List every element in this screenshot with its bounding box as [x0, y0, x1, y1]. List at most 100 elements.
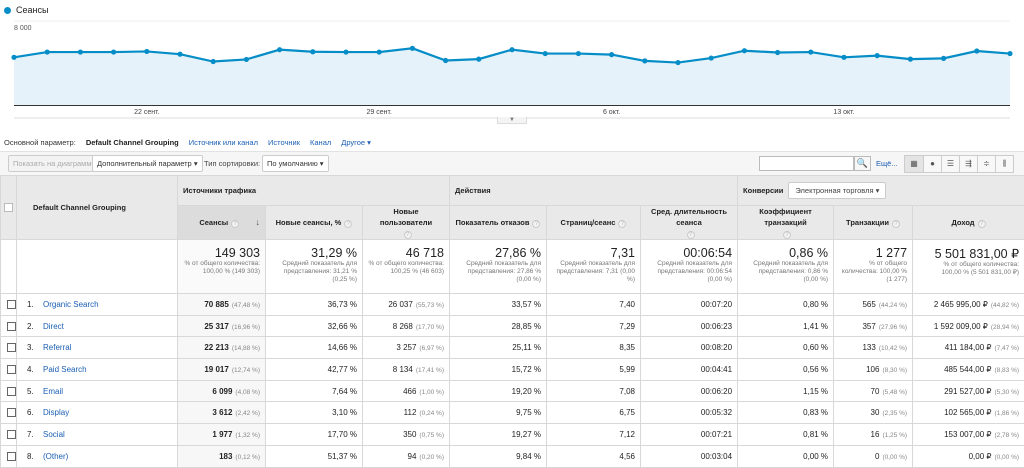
- new-users-cell: 112(0,24 %): [363, 402, 450, 424]
- column-header-revenue[interactable]: Доход?: [913, 206, 1024, 240]
- new-users-value: 94: [408, 452, 417, 461]
- channel-link[interactable]: Organic Search: [43, 300, 99, 309]
- dimension-link-medium[interactable]: Канал: [310, 138, 331, 147]
- revenue-cell: 291 527,00 ₽(5,30 %): [913, 380, 1024, 402]
- view-switcher: ▦ ● ☰ ⇶ ≑ ⫼: [904, 155, 1014, 173]
- bounce-rate-value: 25,11 %: [512, 343, 541, 352]
- row-checkbox[interactable]: [7, 300, 16, 309]
- transaction-rate-value: 1,15 %: [803, 387, 828, 396]
- pivot-view-icon[interactable]: ⫼: [995, 156, 1013, 172]
- sessions-percent: (2,42 %): [235, 410, 260, 417]
- help-icon[interactable]: ?: [687, 231, 695, 239]
- new-users-cell: 26 037(55,73 %): [363, 294, 450, 316]
- secondary-dimension-dropdown[interactable]: Дополнительный параметр ▾: [92, 155, 203, 172]
- new-users-value: 3 257: [396, 343, 416, 352]
- help-icon[interactable]: ?: [892, 220, 900, 228]
- row-checkbox[interactable]: [7, 387, 16, 396]
- channel-link[interactable]: Referral: [43, 343, 71, 352]
- transactions-cell: 133(10,42 %): [834, 337, 913, 359]
- column-header-bounce-rate[interactable]: Показатель отказов?: [450, 206, 547, 240]
- row-index: 3.: [27, 343, 43, 352]
- row-index: 7.: [27, 430, 43, 439]
- transactions-value: 0: [875, 452, 879, 461]
- help-icon[interactable]: ?: [978, 220, 986, 228]
- row-checkbox[interactable]: [7, 408, 16, 417]
- sessions-cell: 22 213(14,88 %): [178, 337, 266, 359]
- channel-link[interactable]: Paid Search: [43, 365, 87, 374]
- new-users-percent: (0,24 %): [419, 410, 444, 417]
- pie-view-icon[interactable]: ●: [923, 156, 941, 172]
- channel-link[interactable]: Social: [43, 430, 65, 439]
- select-all-checkbox[interactable]: [4, 203, 13, 212]
- new-sessions-pct-value: 51,37 %: [328, 452, 357, 461]
- column-header-new-users[interactable]: Новые пользователи?: [363, 206, 450, 240]
- new-users-value: 8 134: [393, 365, 413, 374]
- revenue-cell: 2 465 995,00 ₽(44,82 %): [913, 294, 1024, 316]
- column-header-transactions[interactable]: Транзакции?: [834, 206, 913, 240]
- avg-session-duration-value: 00:07:21: [701, 430, 732, 439]
- column-header-avg-session-duration[interactable]: Сред. длительность сеанса?: [641, 206, 738, 240]
- bounce-rate-cell: 15,72 %: [450, 359, 547, 381]
- sort-desc-icon[interactable]: ↓: [256, 217, 261, 228]
- conversion-type-dropdown[interactable]: Электронная торговля ▾: [788, 182, 886, 199]
- dimension-link-other[interactable]: Другое ▾: [341, 138, 371, 147]
- transaction-rate-cell: 0,81 %: [738, 424, 834, 446]
- dimension-link-source[interactable]: Источник: [268, 138, 300, 147]
- help-icon[interactable]: ?: [783, 231, 791, 239]
- channel-link[interactable]: Direct: [43, 322, 64, 331]
- help-icon[interactable]: ?: [231, 220, 239, 228]
- transactions-value: 133: [862, 343, 875, 352]
- column-header-label: Страниц/сеанс: [561, 218, 616, 227]
- sessions-cell: 1 977(1,32 %): [178, 424, 266, 446]
- total-revenue: 5 501 831,00 ₽% от общего количества: 10…: [913, 240, 1024, 294]
- collapse-chart-button[interactable]: ▼: [497, 117, 527, 124]
- channel-link[interactable]: Display: [43, 408, 69, 417]
- help-icon[interactable]: ?: [618, 220, 626, 228]
- row-checkbox[interactable]: [7, 343, 16, 352]
- total-value: 31,29 %: [311, 246, 357, 260]
- row-checkbox[interactable]: [7, 365, 16, 374]
- column-header-transaction-rate[interactable]: Коэффициент транзакций?: [738, 206, 834, 240]
- pages-per-session-value: 7,40: [619, 300, 635, 309]
- transaction-rate-cell: 0,60 %: [738, 337, 834, 359]
- dimension-cell: 4.Paid Search: [17, 359, 178, 381]
- help-icon[interactable]: ?: [344, 220, 352, 228]
- sessions-value: 183: [219, 452, 232, 461]
- performance-view-icon[interactable]: ☰: [941, 156, 959, 172]
- pages-per-session-cell: 7,40: [547, 294, 641, 316]
- dimension-header[interactable]: Default Channel Grouping: [17, 176, 178, 240]
- primary-dimension-current: Default Channel Grouping: [86, 138, 179, 147]
- column-header-pages-per-session[interactable]: Страниц/сеанс?: [547, 206, 641, 240]
- dimension-link-source-medium[interactable]: Источник или канал: [189, 138, 258, 147]
- revenue-value: 485 544,00 ₽: [944, 365, 991, 374]
- new-users-value: 466: [403, 387, 416, 396]
- row-checkbox[interactable]: [7, 322, 16, 331]
- bounce-rate-value: 15,72 %: [512, 365, 541, 374]
- column-header-new-sessions-pct[interactable]: Новые сеансы, %?: [266, 206, 363, 240]
- row-checkbox[interactable]: [7, 430, 16, 439]
- plot-rows-button[interactable]: Показать на диаграмме: [8, 155, 101, 172]
- sessions-percent: (0,12 %): [235, 454, 260, 461]
- bounce-rate-cell: 28,85 %: [450, 315, 547, 337]
- help-icon[interactable]: ?: [532, 220, 540, 228]
- advanced-filter-link[interactable]: Ещё...: [876, 159, 898, 168]
- transactions-percent: (1,25 %): [882, 432, 907, 439]
- help-icon[interactable]: ?: [404, 231, 412, 239]
- primary-dimension-label: Основной параметр:: [4, 138, 76, 147]
- comparison-view-icon[interactable]: ⇶: [959, 156, 977, 172]
- search-icon[interactable]: 🔍: [854, 156, 871, 171]
- channel-link[interactable]: (Other): [43, 452, 68, 461]
- row-checkbox[interactable]: [7, 452, 16, 461]
- data-point: [78, 49, 83, 54]
- channel-link[interactable]: Email: [43, 387, 63, 396]
- term-cloud-icon[interactable]: ≑: [977, 156, 995, 172]
- table-view-icon[interactable]: ▦: [905, 156, 923, 172]
- sort-type-dropdown[interactable]: По умолчанию ▾: [262, 155, 329, 172]
- column-header-sessions[interactable]: Сеансы?↓: [178, 206, 266, 240]
- table-search-input[interactable]: [759, 156, 854, 171]
- new-sessions-pct-cell: 14,66 %: [266, 337, 363, 359]
- totals-dimension: [17, 240, 178, 294]
